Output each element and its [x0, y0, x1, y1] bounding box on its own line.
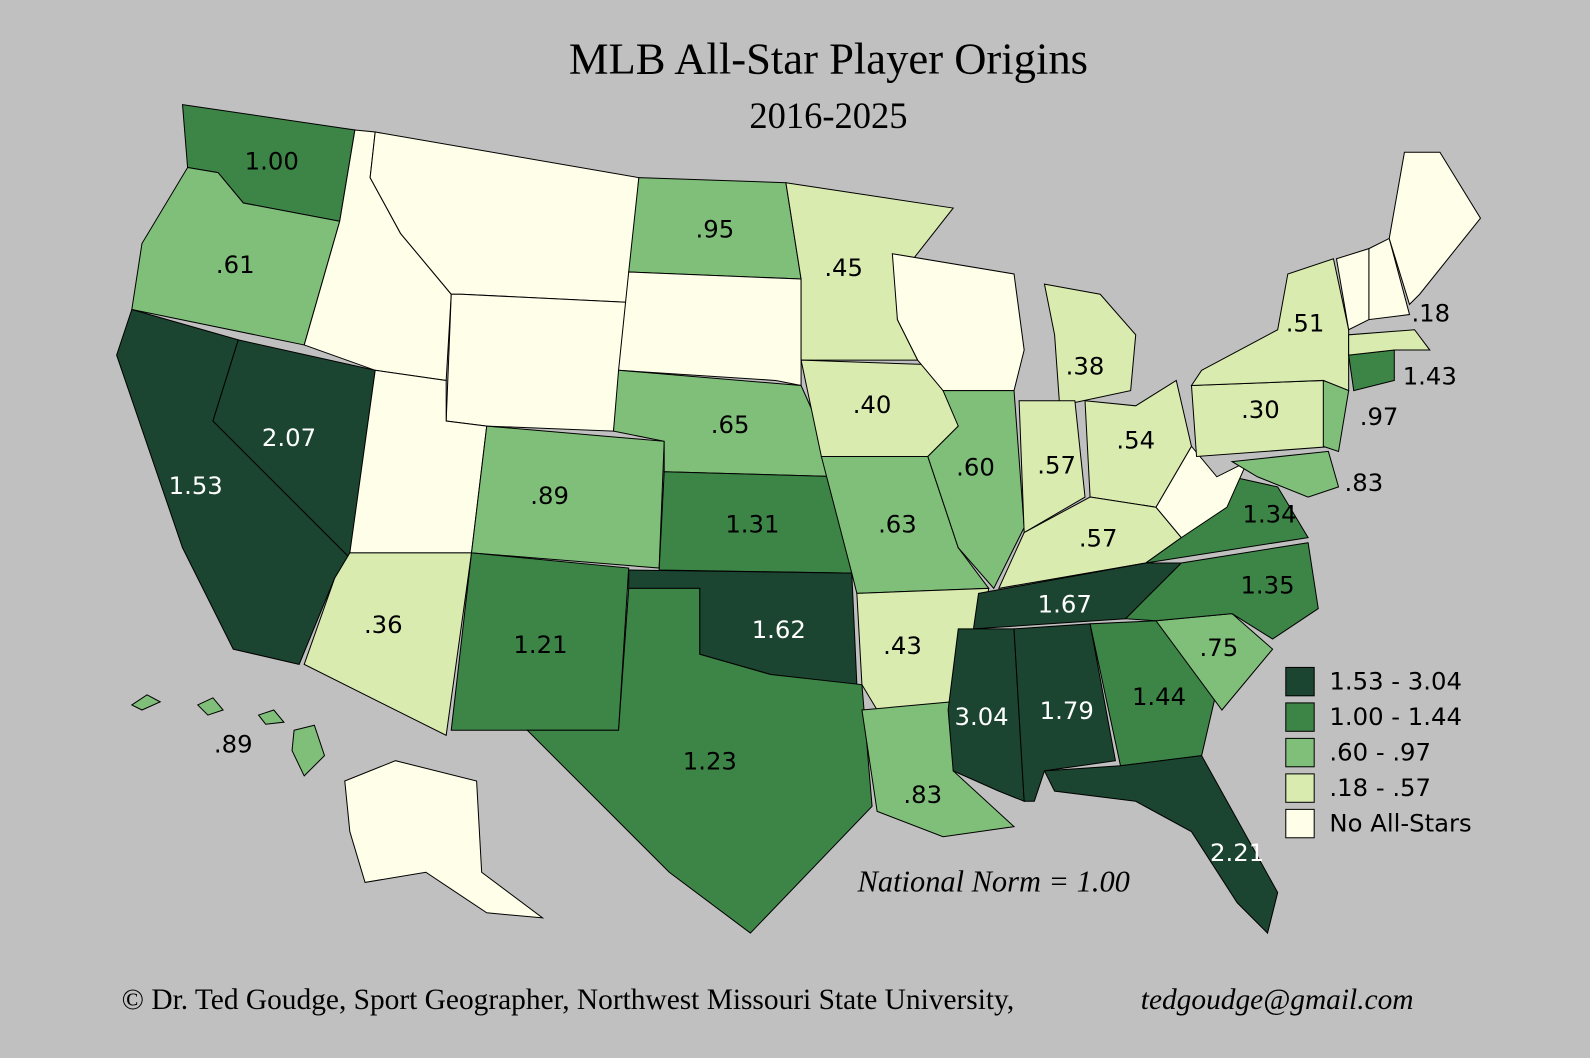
- state-label: .57: [1037, 451, 1076, 480]
- state-label: .63: [878, 509, 917, 538]
- state-label: 2.21: [1210, 838, 1264, 867]
- state: [618, 271, 802, 387]
- state-label: .30: [1241, 395, 1280, 424]
- state-label: 1.79: [1040, 696, 1094, 725]
- state: [1124, 542, 1319, 640]
- state: [1368, 237, 1411, 321]
- legend-label: 1.00 - 1.44: [1329, 702, 1462, 731]
- state-label: .54: [1116, 425, 1155, 454]
- state-label: .51: [1286, 309, 1325, 338]
- state-label: .40: [853, 390, 892, 419]
- state: [927, 390, 1025, 590]
- legend-swatch: [1285, 773, 1315, 803]
- state: [526, 587, 873, 934]
- legend-label: No All-Stars: [1329, 809, 1471, 838]
- state-label: .83: [1345, 468, 1384, 497]
- state-label: .83: [903, 780, 942, 809]
- state-label: .89: [214, 729, 253, 758]
- state-label: 1.67: [1038, 590, 1092, 619]
- legend-swatch: [1285, 702, 1315, 732]
- state: [445, 293, 630, 432]
- state: [1145, 476, 1309, 564]
- state: [1043, 283, 1137, 407]
- state: [1322, 379, 1350, 453]
- state-label: 1.23: [683, 747, 737, 776]
- state-label: 1.53: [169, 471, 223, 500]
- state: [257, 709, 285, 725]
- state: [344, 760, 545, 919]
- state-label: .45: [824, 253, 863, 282]
- legend-swatch: [1285, 737, 1315, 768]
- state-label: .60: [956, 453, 995, 482]
- state-label: .95: [696, 214, 735, 243]
- footer-credit: © Dr. Ted Goudge, Sport Geographer, Nort…: [122, 984, 1015, 1016]
- state-label: .36: [364, 610, 403, 639]
- state-label: 3.04: [954, 702, 1008, 731]
- state: [1230, 450, 1340, 498]
- legend-label: .60 - .97: [1329, 738, 1431, 767]
- state-label: .38: [1066, 351, 1105, 380]
- legend-label: 1.53 - 3.04: [1329, 667, 1462, 696]
- state-label: 2.07: [262, 423, 316, 452]
- state: [1388, 151, 1482, 306]
- state: [1043, 755, 1279, 935]
- state-labels: 1.00 .61 1.53 2.07 .36 .89 1.21 .95 .65 1.31 1.62 1…: [169, 146, 1457, 867]
- state-label: 1.35: [1240, 570, 1294, 599]
- footer-email: tedgoudge@gmail.com: [1141, 984, 1414, 1016]
- state: [291, 724, 326, 777]
- state-label: 1.62: [752, 615, 806, 644]
- state-label: .65: [711, 410, 750, 439]
- state-label: 1.21: [513, 630, 567, 659]
- state-label: .61: [216, 250, 255, 279]
- state-label: .89: [530, 481, 569, 510]
- legend-swatch: [1285, 666, 1315, 697]
- state: [303, 552, 473, 737]
- subtitle: 2016-2025: [749, 95, 907, 136]
- state-label: 1.34: [1242, 499, 1296, 528]
- state: [196, 697, 224, 716]
- legend-swatch: [1285, 808, 1315, 839]
- state-label: 1.44: [1132, 682, 1186, 711]
- state-label: .75: [1200, 633, 1239, 662]
- state-label: 1.00: [245, 146, 299, 175]
- state-label: .18: [1411, 299, 1450, 328]
- legend-label: .18 - .57: [1329, 773, 1431, 802]
- states: [116, 104, 1482, 935]
- legend: 1.53 - 3.04 1.00 - 1.44 .60 - .97 .18 - .57…: [1285, 666, 1472, 839]
- state-label: .57: [1079, 524, 1118, 553]
- state: [130, 694, 162, 711]
- state-label: 1.31: [725, 509, 779, 538]
- norm-note: National Norm = 1.00: [857, 864, 1130, 898]
- state: [1348, 329, 1431, 356]
- state-label: .97: [1360, 402, 1399, 431]
- state: [1018, 400, 1086, 534]
- state-label: .43: [883, 631, 922, 660]
- state-label: 1.43: [1403, 361, 1457, 390]
- title: MLB All-Star Player Origins: [569, 33, 1088, 83]
